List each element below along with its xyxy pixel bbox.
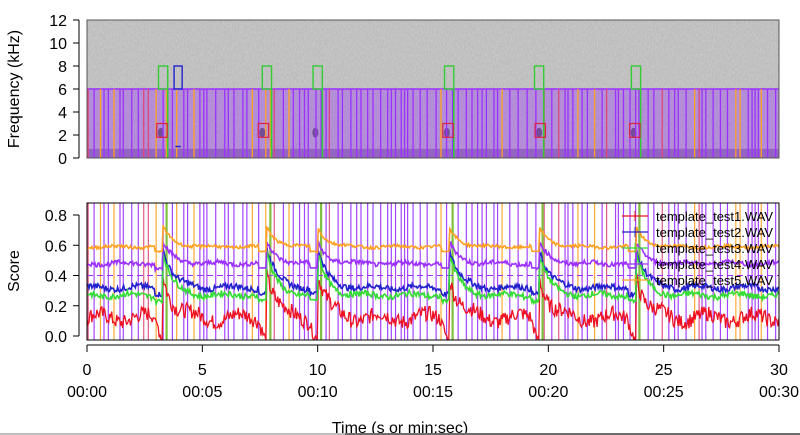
detection-boxes xyxy=(87,65,779,158)
svg-text:0.8: 0.8 xyxy=(45,208,67,225)
svg-text:0: 0 xyxy=(58,151,67,168)
svg-text:12: 12 xyxy=(49,13,67,30)
svg-text:5: 5 xyxy=(198,362,207,379)
svg-text:10: 10 xyxy=(49,36,67,53)
legend-entry: template_test1.WAV xyxy=(656,209,773,224)
svg-text:25: 25 xyxy=(655,362,673,379)
svg-text:0.6: 0.6 xyxy=(45,238,67,255)
svg-text:00:25: 00:25 xyxy=(644,384,684,401)
legend-entry: template_test5.WAV xyxy=(656,273,773,288)
spectrogram-frame xyxy=(86,19,780,159)
svg-text:8: 8 xyxy=(58,59,67,76)
score-series xyxy=(87,224,779,340)
svg-text:00:30: 00:30 xyxy=(759,384,799,401)
time-axis-label: Time (s or min:sec) xyxy=(332,420,468,435)
svg-text:4: 4 xyxy=(58,105,67,122)
score-frame xyxy=(86,202,780,341)
svg-text:00:20: 00:20 xyxy=(528,384,568,401)
svg-text:00:10: 00:10 xyxy=(298,384,338,401)
svg-text:00:05: 00:05 xyxy=(182,384,222,401)
frequency-axis: 0 2 4 6 8 10 12 xyxy=(49,13,80,168)
svg-text:00:15: 00:15 xyxy=(413,384,453,401)
svg-text:0.0: 0.0 xyxy=(45,329,67,346)
svg-text:00:00: 00:00 xyxy=(67,384,107,401)
svg-text:20: 20 xyxy=(539,362,557,379)
svg-text:15: 15 xyxy=(424,362,442,379)
legend-entry: template_test4.WAV xyxy=(656,257,773,272)
detection-markers xyxy=(87,203,779,340)
score-axis-label: Score xyxy=(6,250,23,292)
svg-text:0.2: 0.2 xyxy=(45,299,67,316)
window-bottom-edge xyxy=(0,433,800,435)
frequency-axis-label: Frequency (kHz) xyxy=(6,30,23,148)
time-axis: 0 00:00 5 00:05 10 00:10 15 00:15 20 00:20 25 00:25… xyxy=(67,344,799,401)
svg-text:6: 6 xyxy=(58,82,67,99)
spectrogram-panel: 0 2 4 6 8 10 12 Frequency (kHz) xyxy=(6,13,780,168)
score-axis: 0.0 0.2 0.4 0.6 0.8 xyxy=(45,208,80,346)
score-panel: template_test1.WAVtemplate_test2.WAVtemp… xyxy=(6,202,780,346)
legend-entry: template_test3.WAV xyxy=(656,241,773,256)
svg-text:10: 10 xyxy=(309,362,327,379)
svg-text:30: 30 xyxy=(770,362,788,379)
svg-text:0.4: 0.4 xyxy=(45,269,67,286)
legend: template_test1.WAVtemplate_test2.WAVtemp… xyxy=(622,209,773,288)
svg-text:0: 0 xyxy=(83,362,92,379)
svg-text:2: 2 xyxy=(58,128,67,145)
legend-entry: template_test2.WAV xyxy=(656,225,773,240)
